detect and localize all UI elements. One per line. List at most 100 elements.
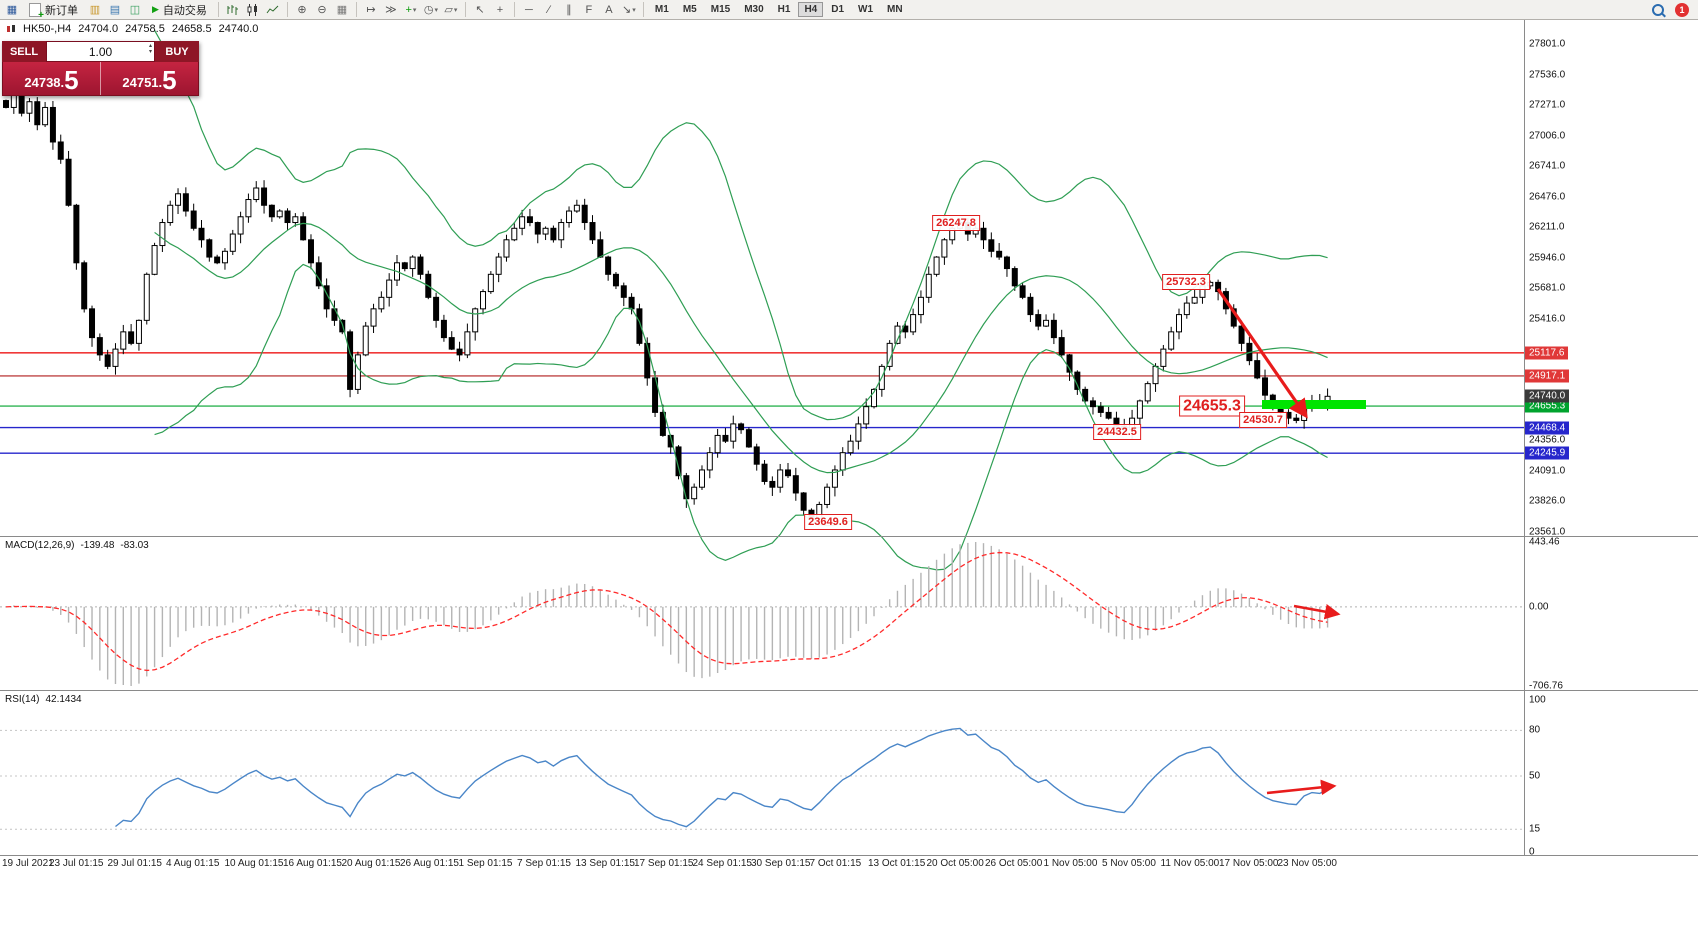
buy-header-button[interactable]: BUY <box>155 41 199 62</box>
toolbar-separator <box>286 2 288 17</box>
trend-arrow-1[interactable] <box>1216 288 1308 419</box>
time-axis-label: 1 Sep 01:15 <box>458 858 513 869</box>
macd-signal-line <box>5 551 1328 672</box>
trend-arrow-3[interactable] <box>1266 779 1337 796</box>
price-line-badge: 24917.1 <box>1525 369 1570 383</box>
channel-tool-icon[interactable]: ∥ <box>566 4 572 16</box>
chart-window-icon[interactable]: ▦ <box>6 4 18 16</box>
candlestick-chart-icon[interactable] <box>244 2 262 18</box>
rsi-value: 42.1434 <box>45 694 82 705</box>
new-order-button[interactable]: 新订单 <box>23 1 84 21</box>
chart-symbol-period: HK50-,H4 <box>23 23 72 35</box>
volume-stepper[interactable]: ▴ ▾ <box>149 43 152 55</box>
volume-field[interactable]: 1.00 ▴ ▾ <box>46 41 155 62</box>
price-axis-label: 26741.0 <box>1529 160 1566 172</box>
tile-windows-icon[interactable]: ▦ <box>336 4 348 16</box>
timeframe-w1[interactable]: W1 <box>852 2 879 17</box>
time-axis-label: 1 Nov 05:00 <box>1043 858 1098 869</box>
time-axis-label: 23 Nov 05:00 <box>1277 858 1338 869</box>
time-axis-label: 26 Oct 05:00 <box>985 858 1043 869</box>
macd-axis-label: 0.00 <box>1529 601 1549 613</box>
timeframe-mn[interactable]: MN <box>881 2 909 17</box>
stepper-down-icon[interactable]: ▾ <box>148 49 152 55</box>
time-axis-label: 13 Oct 01:15 <box>868 858 926 869</box>
cursor-icon[interactable]: ↖ <box>475 4 485 16</box>
current-price-badge: 24740.0 <box>1525 389 1570 403</box>
buy-price: 24751. <box>122 75 163 90</box>
price-line-badge: 24245.9 <box>1525 446 1570 460</box>
panel-separator[interactable] <box>0 690 1698 691</box>
auto-scroll-icon[interactable]: ≫ <box>385 4 397 16</box>
trendline-tool-icon[interactable]: ∕ <box>548 3 550 16</box>
notifications-badge[interactable]: 1 <box>1675 2 1689 17</box>
line-chart-icon[interactable] <box>264 2 282 18</box>
chevron-down-icon: ▾ <box>434 6 438 14</box>
profiles-icon[interactable]: ▥ <box>89 4 101 16</box>
chart-open: 24704.0 <box>78 23 119 35</box>
time-axis-label: 24 Sep 01:15 <box>692 858 753 869</box>
new-order-icon <box>29 2 44 21</box>
price-axis-label: 26476.0 <box>1529 191 1566 203</box>
arrows-tool-icon[interactable]: ↘ ▾ <box>622 4 636 16</box>
time-axis-label: 7 Sep 01:15 <box>517 858 571 869</box>
trend-arrow-2[interactable] <box>1293 604 1341 620</box>
highlight-zone[interactable] <box>1262 400 1366 409</box>
templates-button[interactable]: ▱ ▾ <box>444 4 458 16</box>
fibonacci-tool-icon[interactable]: F <box>585 3 593 16</box>
chart-shift-icon[interactable]: ↦ <box>366 4 376 16</box>
time-axis[interactable]: 19 Jul 2021 23 Jul 01:15 29 Jul 01:15 4 Aug… <box>0 857 1524 872</box>
macd-signal-value: -83.03 <box>120 540 149 551</box>
timeframe-m30[interactable]: M30 <box>738 2 769 17</box>
rsi-axis-label: 100 <box>1529 694 1546 706</box>
price-axis-label: 27801.0 <box>1529 38 1566 50</box>
timeframe-d1[interactable]: D1 <box>825 2 850 17</box>
text-tool-icon[interactable]: A <box>605 3 613 16</box>
buy-price-button[interactable]: 24751. 5 <box>101 62 198 95</box>
stepper-up-icon[interactable]: ▴ <box>148 43 152 49</box>
price-axis-label: 25416.0 <box>1529 313 1566 324</box>
horizontal-price-lines[interactable] <box>0 352 1524 454</box>
macd-title: MACD(12,26,9) <box>5 540 75 551</box>
panel-separator[interactable] <box>0 536 1698 537</box>
toolbar-separator <box>642 2 644 17</box>
timeframe-h1[interactable]: H1 <box>772 2 797 17</box>
crosshair-icon[interactable]: + <box>496 3 504 16</box>
new-order-label: 新订单 <box>45 4 78 17</box>
zoom-out-icon[interactable]: ⊖ <box>317 4 327 16</box>
horizontal-line-tool-icon[interactable]: ─ <box>525 3 533 16</box>
sell-header-button[interactable]: SELL <box>2 41 46 62</box>
period-selector-button[interactable]: ◷ ▾ <box>423 4 438 16</box>
price-axis-label: 25946.0 <box>1529 252 1566 264</box>
data-window-icon[interactable]: ◫ <box>129 4 141 16</box>
time-axis-label: 29 Jul 01:15 <box>107 858 163 869</box>
search-icon[interactable] <box>1649 2 1667 18</box>
rsi-axis-label: 50 <box>1529 770 1541 782</box>
one-click-trading-panel: SELL 1.00 ▴ ▾ BUY 24738. 5 24751. 5 <box>2 41 199 96</box>
panel-separator <box>0 855 1698 856</box>
time-axis-label: 23 Jul 01:15 <box>49 858 104 869</box>
autotrading-button[interactable]: ▶ 自动交易 <box>146 1 213 19</box>
timeframe-m1[interactable]: M1 <box>649 2 675 17</box>
price-axis-label: 26211.0 <box>1529 221 1565 233</box>
rsi-axis: 100 80 50 15 0 <box>1525 0 1605 943</box>
time-axis-label: 5 Nov 05:00 <box>1102 858 1156 869</box>
time-axis-label: 30 Sep 01:15 <box>751 858 811 869</box>
timeframe-m15[interactable]: M15 <box>705 2 736 17</box>
bar-chart-icon[interactable] <box>224 2 242 18</box>
market-watch-icon[interactable]: ▤ <box>109 4 121 16</box>
rsi-axis-label: 80 <box>1529 724 1541 736</box>
price-axis[interactable]: 27801.0 27536.0 27271.0 27006.0 26741.0 26476… <box>1525 0 1605 943</box>
sell-price-button[interactable]: 24738. 5 <box>3 62 100 95</box>
rsi-axis-label: 0 <box>1529 846 1535 858</box>
new-chart-button[interactable]: + ▾ <box>405 3 417 16</box>
timeframe-h4[interactable]: H4 <box>798 2 824 17</box>
chart-low: 24658.5 <box>171 23 212 35</box>
chevron-down-icon: ▾ <box>412 6 417 14</box>
timeframe-m5[interactable]: M5 <box>677 2 703 17</box>
chevron-down-icon: ▾ <box>453 6 458 14</box>
zoom-in-icon[interactable]: ⊕ <box>297 4 307 16</box>
time-axis-label: 7 Oct 01:15 <box>809 858 862 869</box>
macd-histogram <box>13 542 1329 686</box>
